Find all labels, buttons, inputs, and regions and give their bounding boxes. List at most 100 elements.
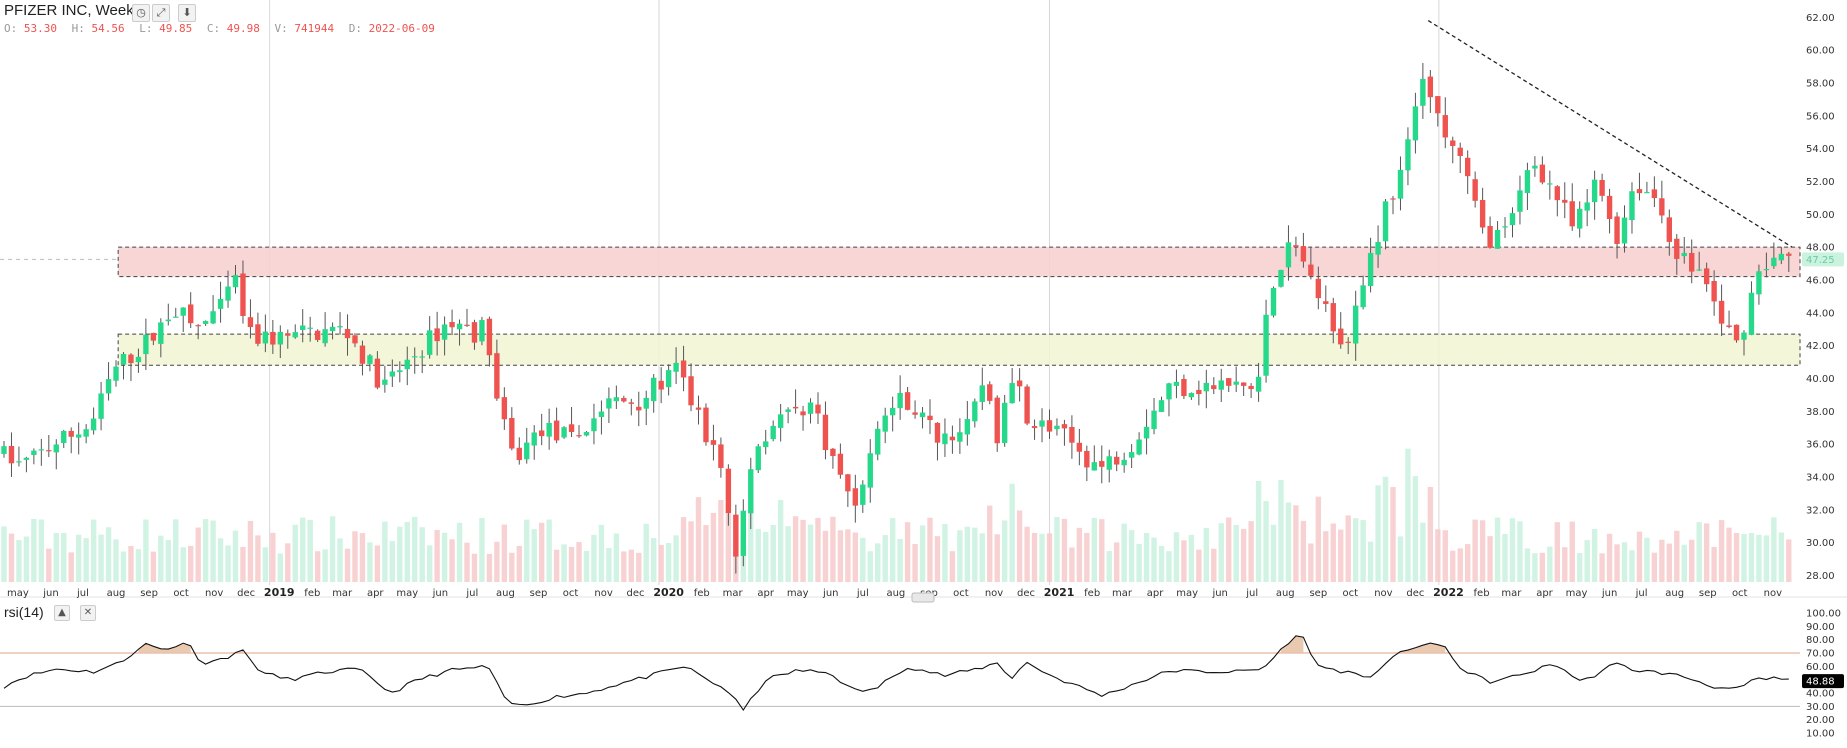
- time-tick-label: dec: [627, 588, 645, 599]
- candle: [158, 322, 164, 344]
- volume-bar: [202, 519, 209, 582]
- volume-bar: [150, 551, 157, 582]
- support-zone: [117, 333, 1801, 366]
- volume-bar: [1494, 517, 1501, 582]
- candle: [807, 402, 814, 414]
- volume-bar: [135, 549, 142, 582]
- candle: [673, 362, 679, 372]
- candle: [120, 353, 127, 365]
- volume-value: 741944: [294, 22, 335, 35]
- candle: [1390, 198, 1396, 200]
- candle: [830, 448, 836, 457]
- volume-bar: [434, 530, 440, 582]
- candle: [217, 298, 224, 309]
- candle: [1509, 213, 1516, 226]
- candle: [1621, 217, 1628, 244]
- volume-bar: [1450, 550, 1456, 582]
- volume-bar: [680, 517, 687, 582]
- volume-bar: [1166, 551, 1172, 582]
- candle: [1442, 115, 1448, 138]
- candle: [105, 379, 112, 394]
- time-tick-label: jun: [822, 588, 838, 599]
- time-tick-label: may: [787, 588, 809, 599]
- volume-bar: [1412, 476, 1419, 582]
- volume-bar: [979, 533, 985, 582]
- volume-bar: [1293, 505, 1299, 582]
- time-axis[interactable]: may jun jul aug sep oct nov dec 2019 feb mar apr may…: [7, 586, 1782, 603]
- time-tick-label: nov: [205, 588, 223, 599]
- candle: [300, 325, 306, 330]
- candle: [1293, 245, 1299, 247]
- trendline[interactable]: [1427, 20, 1793, 248]
- time-tick-label: oct: [953, 588, 969, 599]
- volume-bar: [1390, 487, 1396, 582]
- candle: [1106, 456, 1112, 470]
- price-axis[interactable]: 28.00 30.00 32.00 34.00 36.00 38.00 40.00 42.00…: [1802, 13, 1844, 582]
- candle: [1472, 179, 1478, 201]
- volume-bar: [987, 505, 993, 582]
- volume-bar: [292, 524, 298, 582]
- candle: [277, 331, 283, 345]
- candle: [232, 275, 239, 288]
- volume-bar: [1270, 524, 1277, 582]
- price-tick-label: 56.00: [1806, 111, 1835, 122]
- price-tick-label: 52.00: [1806, 177, 1835, 188]
- candle: [755, 446, 761, 471]
- candle: [621, 397, 627, 402]
- volume-bar: [748, 510, 754, 582]
- candle: [1629, 191, 1635, 221]
- volume-bar: [725, 510, 732, 582]
- candle: [1450, 140, 1456, 146]
- volume-bar: [658, 544, 664, 582]
- time-tick-label: mar: [1501, 588, 1522, 599]
- date-value: 2022-06-09: [368, 22, 435, 35]
- time-tick-label: sep: [530, 588, 548, 599]
- candle: [1741, 332, 1747, 340]
- time-tick-label: may: [396, 588, 418, 599]
- volume-bar: [195, 527, 201, 582]
- volume-bar: [1479, 520, 1486, 582]
- clock-icon[interactable]: ◷: [132, 4, 150, 22]
- candlestick-series[interactable]: [1, 62, 1792, 574]
- time-tick-label: 2020: [653, 586, 684, 599]
- volume-bar: [807, 524, 814, 582]
- volume-bar: [621, 551, 627, 582]
- volume-bar: [1472, 519, 1478, 582]
- candle: [1547, 183, 1553, 185]
- candle: [23, 457, 30, 460]
- volume-bar: [942, 524, 948, 582]
- candle: [613, 397, 620, 402]
- expand-icon[interactable]: ⤢: [152, 4, 170, 22]
- price-tick-label: 36.00: [1806, 440, 1835, 451]
- candle: [1285, 242, 1292, 268]
- candle: [389, 371, 396, 377]
- rsi-tick-label: 80.00: [1806, 635, 1835, 646]
- candle: [1494, 229, 1501, 249]
- candle: [352, 335, 358, 344]
- volume-bar: [561, 544, 567, 582]
- candle: [1435, 96, 1441, 114]
- volume-bar: [1524, 548, 1531, 582]
- candle: [412, 356, 418, 358]
- candle: [1360, 285, 1366, 308]
- volume-bar: [531, 529, 537, 582]
- time-tick-label: oct: [1732, 588, 1748, 599]
- volume-bar: [1360, 520, 1366, 582]
- candle: [1659, 198, 1665, 216]
- volume-bar: [1659, 539, 1665, 582]
- candle: [1382, 201, 1389, 242]
- download-icon[interactable]: ⬇: [178, 4, 196, 22]
- volume-bar: [1181, 540, 1187, 582]
- move-up-icon[interactable]: ▲: [54, 605, 70, 621]
- time-tick-label: aug: [1276, 588, 1295, 599]
- volume-bar: [1173, 532, 1180, 582]
- time-tick-label: oct: [1343, 588, 1359, 599]
- volume-bar: [1718, 520, 1725, 582]
- volume-bar: [524, 519, 530, 582]
- close-icon[interactable]: ✕: [80, 605, 96, 621]
- volume-bar: [1584, 540, 1590, 582]
- volume-bar: [949, 551, 956, 582]
- volume-bar: [1375, 485, 1381, 582]
